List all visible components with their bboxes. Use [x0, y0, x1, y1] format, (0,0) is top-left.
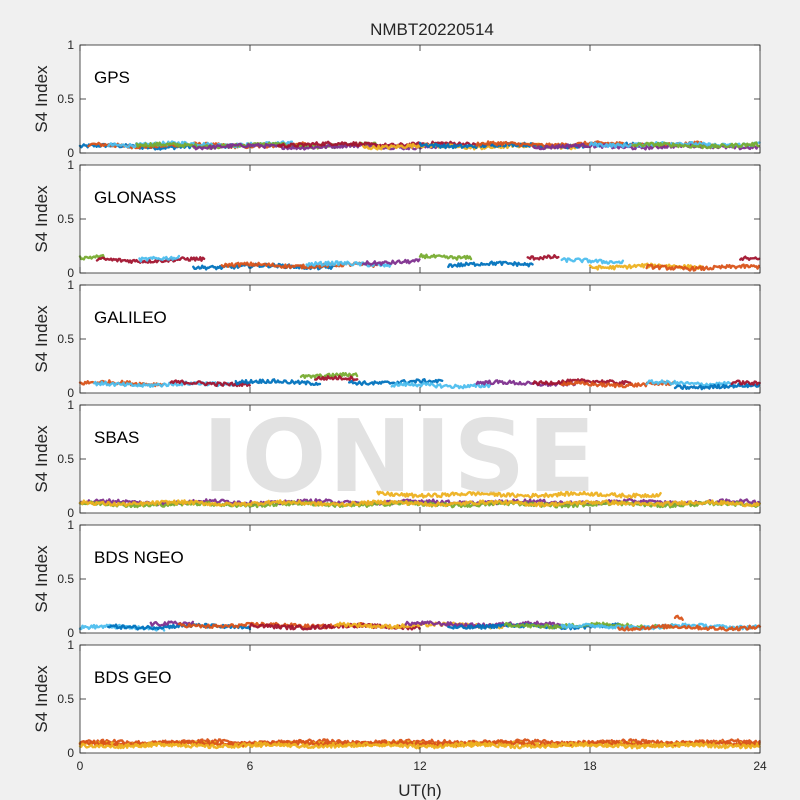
y-tick-label: 0.5 — [57, 212, 74, 226]
series-track — [95, 256, 206, 264]
series-track — [631, 141, 760, 150]
panel-background — [80, 645, 760, 753]
series-track — [404, 620, 563, 629]
panel-background — [80, 285, 760, 393]
y-tick-label: 1 — [67, 398, 74, 412]
y-tick-label: 1 — [67, 638, 74, 652]
series-track — [617, 623, 762, 632]
series-track — [138, 254, 181, 263]
series-track — [673, 382, 761, 391]
series-track — [78, 253, 106, 261]
y-tick-label: 0 — [67, 746, 74, 760]
series-track — [78, 739, 761, 748]
series-track — [234, 378, 322, 386]
series-track — [149, 620, 195, 627]
y-tick-label: 0.5 — [57, 572, 74, 586]
panel-data — [78, 140, 761, 151]
panel-background — [80, 525, 760, 633]
y-tick-label: 0.5 — [57, 332, 74, 346]
panel-data — [78, 371, 761, 391]
panel-label: SBAS — [94, 428, 139, 447]
x-tick-label: 12 — [413, 759, 427, 773]
y-tick-label: 1 — [67, 278, 74, 292]
series-track — [447, 260, 534, 269]
y-tick-label: 0 — [67, 626, 74, 640]
panel-label: GALILEO — [94, 308, 167, 327]
y-axis-label: S4 Index — [32, 65, 51, 133]
x-tick-label: 6 — [247, 759, 254, 773]
series-track — [588, 262, 704, 271]
y-tick-label: 0 — [67, 266, 74, 280]
y-tick-label: 1 — [67, 158, 74, 172]
y-tick-label: 0 — [67, 506, 74, 520]
panel-label: GPS — [94, 68, 130, 87]
series-track — [314, 375, 359, 382]
series-track — [362, 258, 421, 266]
x-tick-label: 0 — [77, 759, 84, 773]
panel-label: BDS NGEO — [94, 548, 184, 567]
y-tick-label: 0.5 — [57, 692, 74, 706]
series-track — [376, 490, 662, 499]
panel-data — [78, 738, 761, 750]
x-tick-label: 24 — [753, 759, 767, 773]
y-tick-label: 0.5 — [57, 452, 74, 466]
series-track — [526, 254, 560, 261]
series-track — [78, 499, 761, 508]
series-track — [107, 622, 252, 631]
y-axis-label: S4 Index — [32, 545, 51, 613]
x-axis-label: UT(h) — [398, 781, 441, 800]
series-track — [645, 379, 732, 388]
series-track — [560, 380, 676, 389]
series-track — [299, 371, 359, 379]
panel-background — [80, 45, 760, 153]
panel-data — [78, 253, 761, 272]
series-track — [418, 253, 473, 261]
series-track — [645, 263, 761, 272]
series-track — [560, 622, 761, 631]
series-track — [739, 255, 761, 261]
series-track — [560, 257, 625, 265]
y-tick-label: 1 — [67, 38, 74, 52]
series-track — [78, 498, 761, 507]
series-track — [673, 614, 684, 621]
panel-data — [78, 614, 762, 632]
series-track — [277, 140, 506, 149]
panel-data — [78, 490, 761, 509]
series-track — [390, 381, 491, 390]
y-tick-label: 1 — [67, 518, 74, 532]
y-tick-label: 0 — [67, 386, 74, 400]
y-tick-label: 0 — [67, 146, 74, 160]
series-track — [532, 378, 633, 386]
panel-label: BDS GEO — [94, 668, 171, 687]
figure-title: NMBT20220514 — [370, 20, 494, 39]
y-axis-label: S4 Index — [32, 425, 51, 493]
panels-group: 0 0.5 1 S4 Index GPS 0 0.5 1 S4 Index GLONASS 0 0.5… — [32, 38, 767, 773]
y-axis-label: S4 Index — [32, 305, 51, 373]
y-tick-label: 0.5 — [57, 92, 74, 106]
series-track — [730, 379, 761, 386]
x-tick-label: 18 — [583, 759, 597, 773]
y-axis-label: S4 Index — [32, 665, 51, 733]
panel-label: GLONASS — [94, 188, 176, 207]
y-axis-label: S4 Index — [32, 185, 51, 253]
